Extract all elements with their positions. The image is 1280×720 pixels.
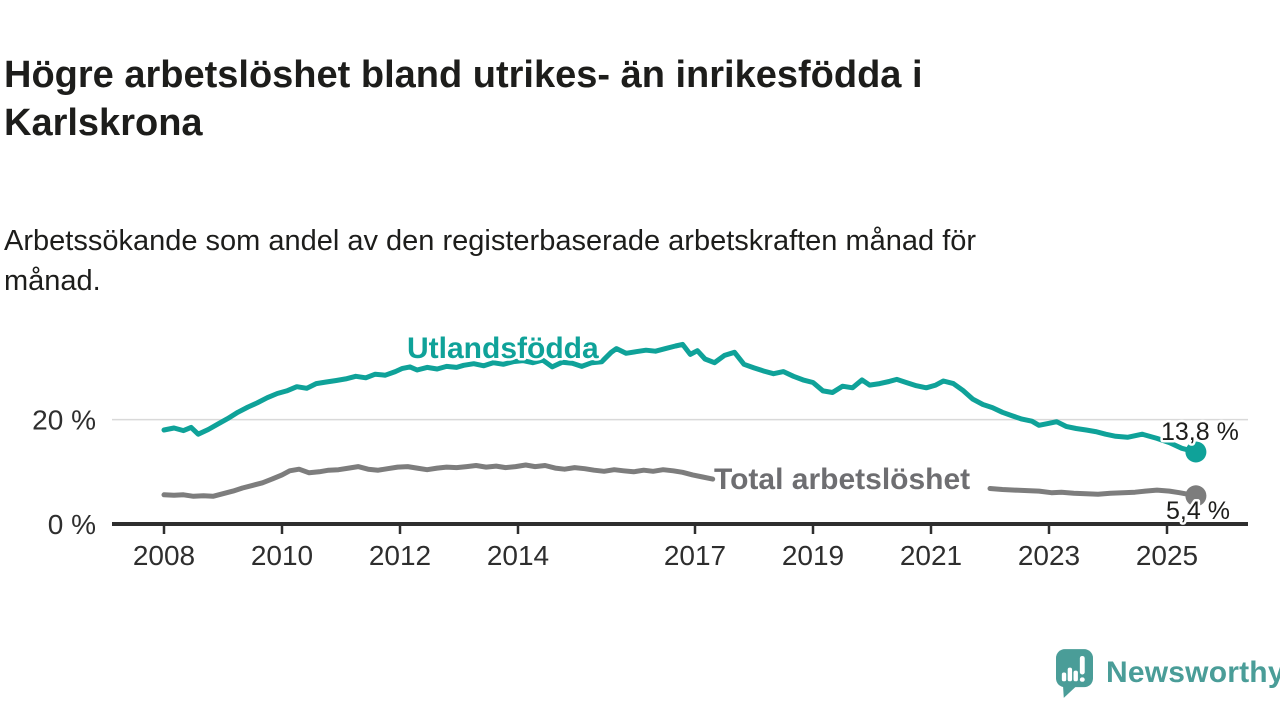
x-tick-label-2019: 2019 <box>782 540 844 571</box>
chart-subtitle-line-2: månad. <box>4 265 101 297</box>
x-tick-label-2010: 2010 <box>251 540 313 571</box>
x-tick-label-2008: 2008 <box>133 540 195 571</box>
page-title-line-1: Högre arbetslöshet bland utrikes- än inr… <box>4 54 923 97</box>
page-title: Högre arbetslöshet bland utrikes- än inr… <box>4 51 1214 147</box>
y-tick-label-0: 0 % <box>48 509 96 540</box>
page-title-line-2: Karlskrona <box>4 102 203 145</box>
newsworthy-speech-bubble-chart-icon <box>1056 648 1093 698</box>
x-tick-label-2012: 2012 <box>369 540 431 571</box>
end-value-label-total: 5,4 % <box>1166 497 1230 525</box>
x-tick-label-2023: 2023 <box>1018 540 1080 571</box>
chart-subtitle-line-1: Arbetssökande som andel av den registerb… <box>4 225 977 257</box>
y-tick-label-20: 20 % <box>32 405 96 436</box>
series-line-total-seg2 <box>987 486 1199 499</box>
newsworthy-logo: Newsworthy <box>1056 648 1280 698</box>
series-line-utlandsfodda <box>161 341 1199 455</box>
chart-subtitle: Arbetssökande som andel av den registerb… <box>4 221 1214 301</box>
end-dot-utlandsfodda <box>1185 441 1207 463</box>
series-label-utlandsfodda: Utlandsfödda <box>407 332 599 365</box>
x-tick-label-2017: 2017 <box>664 540 726 571</box>
newsworthy-logo-text: Newsworthy <box>1106 656 1280 689</box>
end-value-label-utlandsfodda: 13,8 % <box>1161 418 1239 446</box>
x-tick-label-2014: 2014 <box>487 540 549 571</box>
series-label-total: Total arbetslöshet <box>714 463 970 496</box>
x-tick-label-2025: 2025 <box>1136 540 1198 571</box>
end-dot-total <box>1185 485 1207 507</box>
series-line-total-seg1 <box>161 462 716 499</box>
x-tick-label-2021: 2021 <box>900 540 962 571</box>
